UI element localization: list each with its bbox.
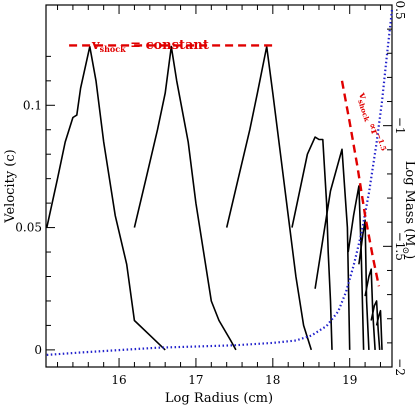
y2-tick-label: −1.5 — [393, 232, 407, 261]
y2-axis-label-main: Log Mass (M — [402, 161, 415, 247]
tick-layer: 16 17 18 19 0 0.05 0.1 −2 −1.5 −1 −0.5 — [15, 0, 407, 387]
series-1-line-0 — [46, 9, 394, 356]
series-0-line-5 — [347, 185, 365, 350]
annotation-const-sub: shock — [100, 44, 127, 54]
annotation-power-prop: ∝r — [366, 122, 380, 137]
data-layer — [46, 9, 394, 356]
y-tick-label: 0.05 — [15, 221, 42, 235]
y2-tick-label: −0.5 — [393, 0, 407, 20]
annotation-const-v: v — [91, 38, 100, 53]
x-tick-label: 18 — [265, 373, 280, 387]
series-0-line-0 — [46, 45, 166, 351]
y2-axis-label-sub: ⊙ — [400, 247, 410, 255]
x-tick-label: 16 — [111, 373, 126, 387]
series-0-line-1 — [133, 45, 237, 351]
series-0-line-6 — [358, 219, 370, 350]
y2-axis-label: Log Mass (M⊙) — [400, 161, 415, 259]
series-0-line-4 — [314, 148, 351, 350]
y-tick-label: 0 — [34, 343, 42, 357]
y-tick-label: 0.1 — [23, 98, 42, 112]
y2-tick-label: −2 — [393, 358, 407, 376]
annotation-power-v: v — [356, 91, 369, 102]
x-axis-label: Log Radius (cm) — [165, 391, 273, 406]
series-0-line-3 — [291, 136, 333, 350]
x-tick-label: 19 — [342, 373, 357, 387]
series-0-line-9 — [375, 309, 383, 350]
annotation-vshock-constant: vshock = constant — [91, 38, 209, 54]
y2-axis-label-end: ) — [402, 254, 415, 259]
x-tick-label: 17 — [188, 373, 203, 387]
series-0-line-7 — [364, 268, 376, 350]
annotation-const-rest: = constant — [126, 38, 209, 53]
series-3-line-0 — [340, 80, 381, 287]
plot-frame — [45, 4, 393, 368]
annotation-power-sub: shock — [356, 98, 372, 123]
y-axis-label: Velocity (c) — [3, 149, 18, 223]
annotation-vshock-powerlaw: vshock∝r−1.5 — [354, 90, 389, 155]
series-0-line-2 — [225, 45, 313, 351]
y2-tick-label: −1 — [393, 117, 407, 135]
series-0-line-8 — [370, 300, 381, 350]
